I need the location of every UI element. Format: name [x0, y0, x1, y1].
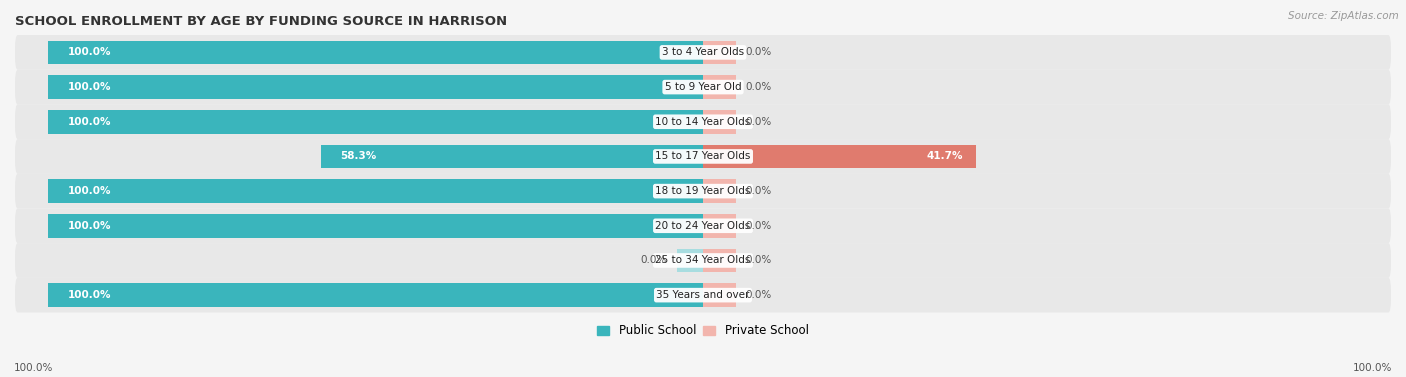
- Bar: [48, 284, 703, 307]
- Bar: [321, 145, 703, 168]
- Text: 20 to 24 Year Olds: 20 to 24 Year Olds: [655, 221, 751, 231]
- Text: 100.0%: 100.0%: [67, 186, 111, 196]
- FancyBboxPatch shape: [15, 70, 1391, 104]
- FancyBboxPatch shape: [15, 278, 1391, 313]
- Bar: [48, 110, 703, 133]
- Bar: [48, 214, 703, 238]
- Text: 3 to 4 Year Olds: 3 to 4 Year Olds: [662, 48, 744, 57]
- Bar: [703, 249, 735, 272]
- Text: 0.0%: 0.0%: [745, 290, 772, 300]
- Text: 15 to 17 Year Olds: 15 to 17 Year Olds: [655, 152, 751, 161]
- Text: 35 Years and over: 35 Years and over: [657, 290, 749, 300]
- Text: 100.0%: 100.0%: [67, 117, 111, 127]
- Bar: [703, 145, 976, 168]
- Text: 100.0%: 100.0%: [67, 48, 111, 57]
- FancyBboxPatch shape: [15, 139, 1391, 174]
- Text: 10 to 14 Year Olds: 10 to 14 Year Olds: [655, 117, 751, 127]
- Bar: [48, 179, 703, 203]
- Bar: [48, 41, 703, 64]
- Bar: [676, 249, 703, 272]
- Text: 100.0%: 100.0%: [67, 290, 111, 300]
- FancyBboxPatch shape: [15, 174, 1391, 208]
- Text: 100.0%: 100.0%: [67, 221, 111, 231]
- Text: 58.3%: 58.3%: [340, 152, 377, 161]
- Bar: [703, 110, 735, 133]
- Bar: [48, 75, 703, 99]
- Bar: [703, 179, 735, 203]
- Text: 25 to 34 Year Olds: 25 to 34 Year Olds: [655, 256, 751, 265]
- FancyBboxPatch shape: [15, 208, 1391, 243]
- Text: 0.0%: 0.0%: [745, 256, 772, 265]
- Text: 0.0%: 0.0%: [745, 186, 772, 196]
- Text: 100.0%: 100.0%: [14, 363, 53, 373]
- Bar: [703, 214, 735, 238]
- Text: 100.0%: 100.0%: [67, 82, 111, 92]
- Text: SCHOOL ENROLLMENT BY AGE BY FUNDING SOURCE IN HARRISON: SCHOOL ENROLLMENT BY AGE BY FUNDING SOUR…: [15, 15, 508, 28]
- Text: 0.0%: 0.0%: [745, 82, 772, 92]
- FancyBboxPatch shape: [15, 104, 1391, 139]
- Text: 0.0%: 0.0%: [745, 48, 772, 57]
- Bar: [703, 41, 735, 64]
- FancyBboxPatch shape: [15, 243, 1391, 278]
- Bar: [703, 284, 735, 307]
- Text: 100.0%: 100.0%: [1353, 363, 1392, 373]
- Legend: Public School, Private School: Public School, Private School: [593, 320, 813, 342]
- Text: Source: ZipAtlas.com: Source: ZipAtlas.com: [1288, 11, 1399, 21]
- Bar: [703, 75, 735, 99]
- Text: 41.7%: 41.7%: [927, 152, 963, 161]
- Text: 18 to 19 Year Olds: 18 to 19 Year Olds: [655, 186, 751, 196]
- Text: 5 to 9 Year Old: 5 to 9 Year Old: [665, 82, 741, 92]
- Text: 0.0%: 0.0%: [641, 256, 666, 265]
- Text: 0.0%: 0.0%: [745, 221, 772, 231]
- Text: 0.0%: 0.0%: [745, 117, 772, 127]
- FancyBboxPatch shape: [15, 35, 1391, 70]
